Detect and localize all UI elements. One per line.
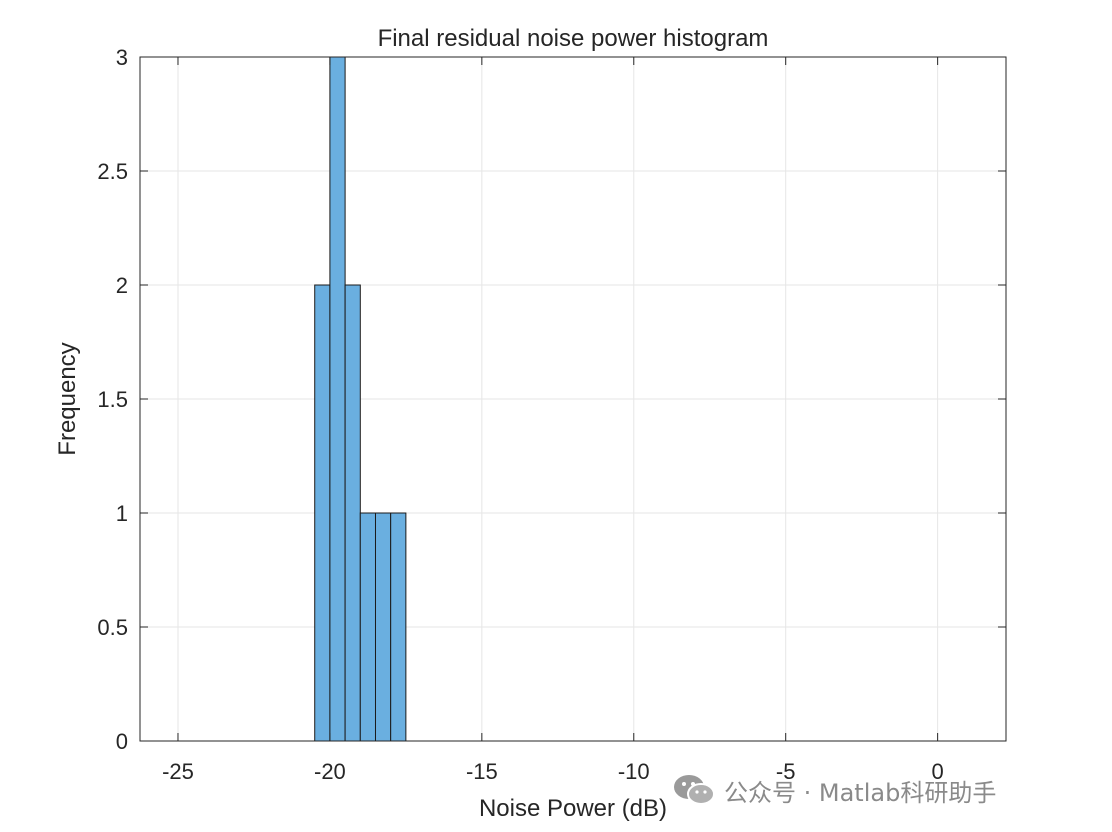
y-tick-label: 0.5 [97, 615, 128, 640]
x-tick-label: -20 [314, 759, 346, 784]
histogram-bar [314, 284, 331, 742]
x-axis-title: Noise Power (dB) [479, 795, 667, 822]
histogram-bar [390, 512, 407, 742]
y-axis-title: Frequency [54, 342, 81, 455]
y-tick-label: 1 [116, 501, 128, 526]
histogram-bar [329, 56, 346, 742]
histogram-bar [344, 284, 361, 742]
wechat-icon [674, 775, 715, 805]
histogram-bar [374, 512, 392, 742]
watermark-text: 公众号 · Matlab科研助手 [724, 778, 997, 807]
x-tick-label: -10 [618, 759, 650, 784]
x-tick-label: 0 [932, 759, 944, 784]
x-tick-labels: -25 -20 -15 -10 -5 0 [162, 759, 944, 784]
y-tick-label: 1.5 [97, 387, 128, 412]
y-tick-label: 2.5 [97, 159, 128, 184]
y-tick-label: 0 [116, 729, 128, 754]
y-tick-label: 3 [116, 45, 128, 70]
x-tick-label: -25 [162, 759, 194, 784]
y-tick-labels: 0 0.5 1 1.5 2 2.5 3 [97, 45, 128, 754]
axis-ticks [140, 56, 1006, 742]
histogram-bar [359, 512, 376, 742]
y-tick-label: 2 [116, 273, 128, 298]
x-tick-label: -5 [776, 759, 796, 784]
chart-title: Final residual noise power histogram [378, 25, 769, 52]
x-tick-label: -15 [466, 759, 498, 784]
watermark: 公众号 · Matlab科研助手 [672, 770, 996, 810]
